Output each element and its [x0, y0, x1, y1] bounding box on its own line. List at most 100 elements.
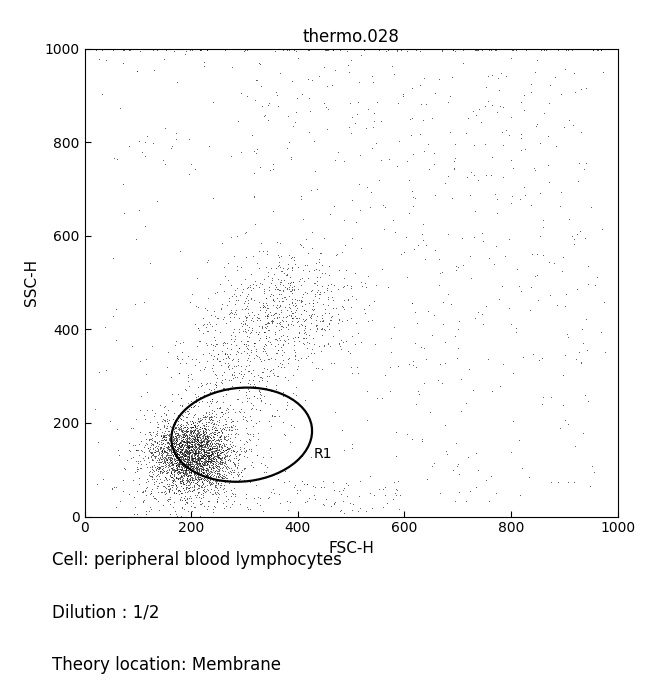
Point	[259, 283, 269, 295]
Point	[281, 315, 291, 327]
Point	[289, 350, 300, 362]
Point	[244, 443, 254, 454]
Point	[595, 43, 606, 54]
Point	[214, 458, 225, 469]
Point	[219, 285, 229, 297]
Point	[272, 345, 283, 356]
Point	[166, 452, 177, 463]
Point	[160, 434, 170, 445]
Point	[314, 70, 324, 82]
Point	[188, 447, 198, 459]
Point	[249, 192, 259, 203]
Point	[187, 436, 197, 447]
Point	[407, 186, 417, 197]
Point	[163, 452, 174, 463]
Point	[160, 460, 170, 471]
Point	[130, 440, 140, 451]
Point	[185, 440, 196, 452]
Point	[213, 451, 223, 462]
Point	[141, 490, 151, 501]
Point	[174, 484, 184, 496]
Point	[174, 443, 184, 454]
Point	[161, 454, 172, 465]
Point	[196, 435, 207, 446]
Point	[214, 463, 225, 475]
Point	[207, 434, 218, 445]
Point	[198, 450, 208, 461]
Point	[176, 440, 186, 451]
Point	[452, 261, 463, 272]
Point	[296, 318, 306, 329]
Point	[224, 475, 235, 486]
Point	[196, 461, 206, 472]
Point	[236, 336, 246, 347]
Point	[174, 438, 184, 449]
Point	[164, 442, 175, 453]
Point	[172, 452, 182, 463]
Point	[262, 313, 272, 324]
Point	[190, 446, 200, 457]
Point	[202, 304, 213, 315]
Point	[249, 294, 259, 305]
Point	[415, 128, 425, 139]
Point	[243, 366, 254, 377]
Point	[413, 239, 424, 251]
Point	[153, 480, 164, 491]
Point	[268, 367, 278, 378]
Point	[305, 311, 315, 322]
Point	[284, 282, 294, 293]
Point	[135, 435, 146, 446]
Point	[194, 454, 205, 465]
Point	[228, 354, 239, 365]
Point	[269, 369, 280, 380]
Point	[180, 426, 190, 437]
Point	[185, 486, 195, 497]
Point	[172, 445, 182, 456]
Point	[216, 459, 226, 470]
Point	[183, 458, 193, 469]
Point	[168, 496, 179, 507]
Point	[195, 440, 205, 452]
Point	[197, 433, 207, 444]
Point	[217, 238, 228, 249]
Point	[177, 459, 187, 470]
Point	[374, 45, 384, 56]
Point	[354, 476, 365, 487]
Point	[303, 73, 313, 84]
Point	[119, 462, 129, 473]
Point	[289, 251, 300, 262]
Point	[223, 433, 233, 445]
Point	[175, 476, 185, 487]
Point	[166, 480, 176, 491]
Point	[219, 453, 229, 464]
Point	[201, 424, 211, 436]
Point	[201, 337, 211, 348]
Point	[172, 510, 182, 521]
Point	[235, 443, 246, 454]
Point	[195, 443, 205, 454]
Point	[187, 442, 197, 453]
Point	[198, 484, 208, 496]
Point	[204, 440, 214, 451]
Point	[202, 503, 213, 514]
Point	[185, 482, 195, 493]
Point	[131, 456, 141, 467]
Point	[182, 425, 192, 436]
Point	[515, 128, 526, 140]
Point	[245, 269, 255, 280]
Point	[205, 453, 215, 464]
Point	[210, 487, 220, 498]
Point	[537, 399, 547, 410]
Point	[194, 424, 204, 435]
Point	[196, 481, 207, 492]
Point	[293, 360, 304, 371]
Point	[188, 427, 198, 438]
Point	[176, 475, 187, 487]
Point	[196, 498, 207, 510]
Point	[177, 450, 188, 461]
Point	[263, 302, 273, 313]
Point	[306, 451, 316, 462]
Point	[175, 463, 185, 475]
Point	[154, 438, 164, 450]
Point	[329, 279, 339, 290]
